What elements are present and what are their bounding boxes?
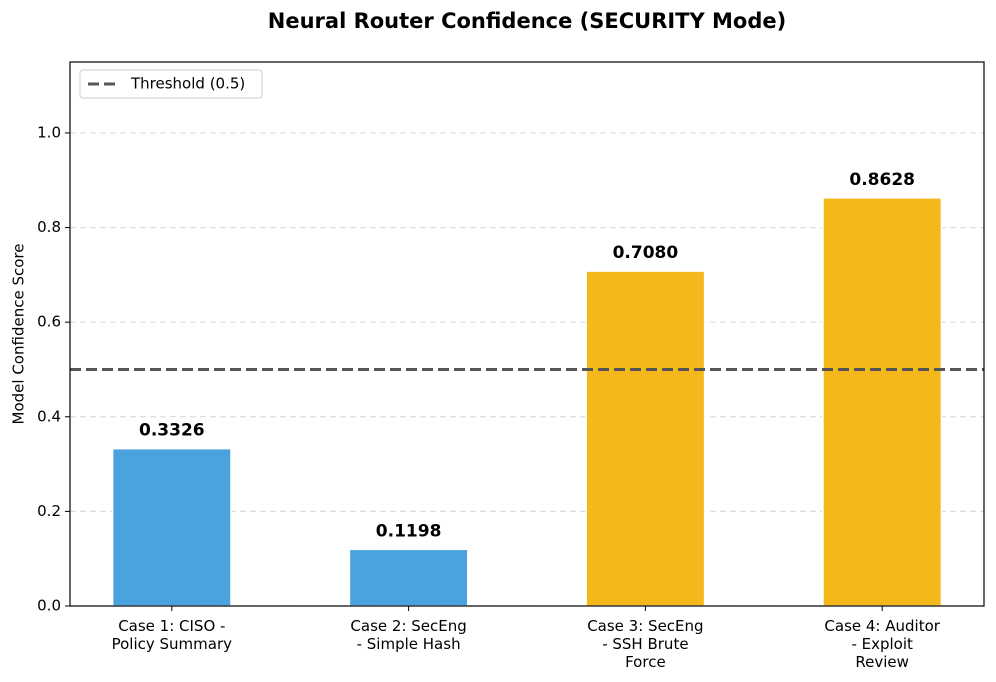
y-tick-label: 0.2 [37, 502, 61, 520]
x-tick-label-line: Review [855, 653, 909, 671]
y-tick-label: 0.0 [37, 597, 61, 615]
y-tick-label: 0.4 [37, 407, 61, 425]
bar [585, 270, 706, 607]
value-label: 0.8628 [849, 170, 915, 190]
x-tick-label-line: Case 1: CISO - [118, 617, 225, 635]
value-label: 0.7080 [613, 243, 679, 263]
x-tick-label: Case 2: SecEng - Simple Hash [350, 617, 466, 653]
x-tick-label: Case 3: SecEng - SSH Brute Force [587, 617, 703, 671]
x-tick-label-line: - SSH Brute [602, 635, 688, 653]
y-tick-label: 0.8 [37, 218, 61, 236]
x-tick-label-line: Case 2: SecEng [350, 617, 466, 635]
legend-box [79, 69, 263, 99]
x-tick-label-line: - Exploit [851, 635, 913, 653]
y-axis-label: Model Confidence Score [10, 244, 28, 425]
x-tick-label-line: - Simple Hash [357, 635, 461, 653]
y-tick-label: 0.6 [37, 313, 61, 331]
x-tick-label-line: Force [625, 653, 666, 671]
x-tick-label: Case 4: Auditor - Exploit Review [824, 617, 940, 671]
x-tick-label-line: Case 4: Auditor [824, 617, 940, 635]
x-tick-label-line: Case 3: SecEng [587, 617, 703, 635]
bar [348, 548, 469, 607]
bar [822, 197, 943, 607]
x-tick-label: Case 1: CISO -Policy Summary [112, 617, 233, 653]
bar [111, 447, 232, 607]
value-label: 0.3326 [139, 421, 205, 441]
value-label: 0.1198 [376, 521, 442, 541]
chart-title: Neural Router Confidence (SECURITY Mode) [268, 9, 786, 33]
plot-frame [69, 61, 985, 607]
legend-label: Threshold (0.5) [130, 75, 245, 93]
y-tick-label: 1.0 [37, 123, 61, 141]
x-tick-label-line: Policy Summary [112, 635, 233, 653]
